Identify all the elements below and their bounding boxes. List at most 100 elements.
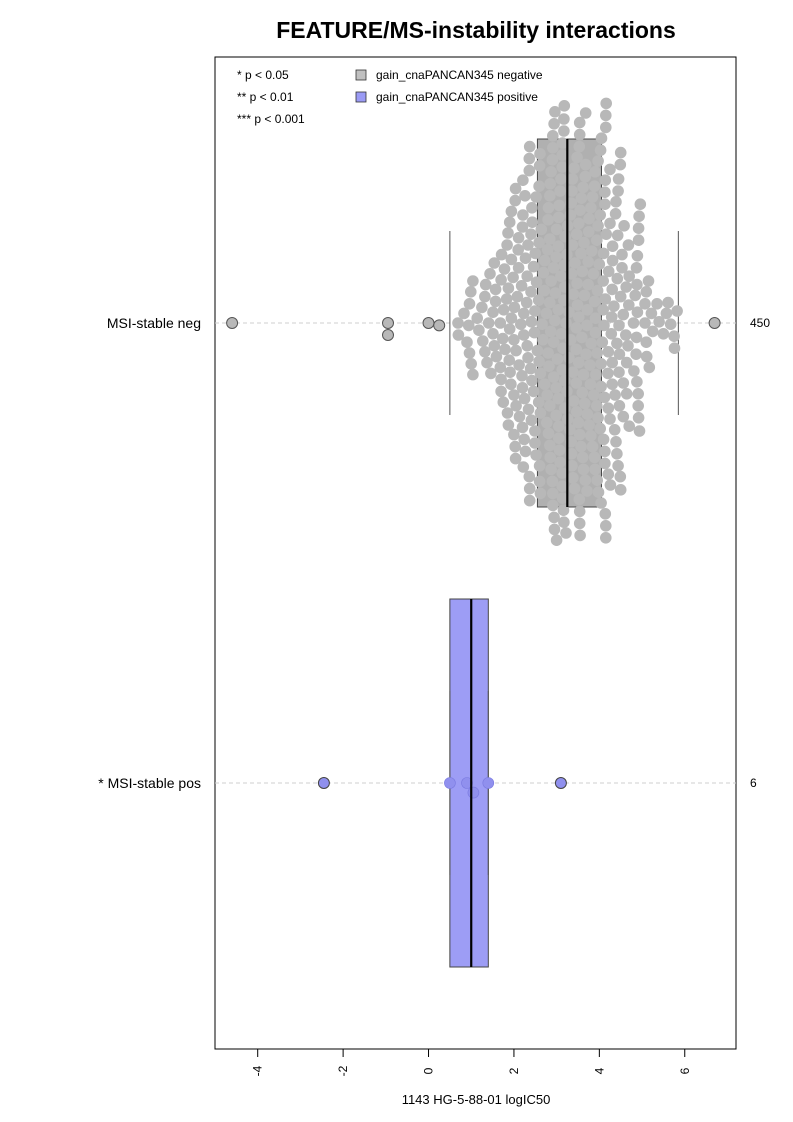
data-point	[553, 444, 566, 457]
data-point	[606, 356, 619, 369]
data-point	[548, 511, 560, 524]
data-point	[600, 97, 613, 110]
data-point	[588, 451, 601, 464]
data-point	[599, 507, 612, 520]
data-point	[608, 423, 621, 436]
data-point	[579, 107, 592, 119]
outlier-point	[708, 317, 721, 329]
data-point	[452, 317, 464, 329]
groups-layer: MSI-stable neg 450 * MSI-stable pos 6	[98, 97, 770, 968]
data-point	[664, 318, 677, 331]
data-point	[553, 199, 566, 212]
data-point	[594, 422, 607, 435]
outlier-point	[382, 329, 394, 341]
data-point	[523, 482, 536, 495]
data-point	[511, 290, 524, 303]
data-point	[512, 232, 525, 244]
group-count-label: 450	[750, 316, 770, 330]
data-point	[630, 331, 643, 344]
data-point	[627, 317, 640, 329]
plot-frame	[214, 56, 737, 1050]
data-point	[495, 273, 507, 286]
data-point	[598, 319, 610, 332]
data-point	[584, 429, 597, 442]
data-point	[502, 282, 515, 295]
data-point	[495, 248, 508, 261]
data-point	[592, 220, 604, 232]
data-point	[657, 327, 670, 340]
data-point	[529, 247, 542, 260]
data-point	[630, 348, 642, 361]
data-point	[567, 395, 580, 407]
data-point	[517, 461, 530, 473]
data-point	[463, 297, 476, 310]
data-point	[552, 240, 565, 252]
data-point	[618, 220, 630, 232]
data-point	[577, 368, 590, 381]
data-point	[542, 214, 554, 226]
data-point	[482, 777, 495, 789]
data-point	[521, 270, 534, 283]
data-point	[585, 245, 598, 257]
data-point	[525, 414, 538, 427]
data-point	[462, 319, 475, 332]
data-point	[585, 337, 598, 350]
data-point	[531, 344, 544, 357]
data-point	[620, 356, 633, 369]
data-point	[501, 239, 513, 251]
data-point	[594, 209, 607, 221]
group-label: MSI-stable neg	[107, 315, 201, 331]
data-point	[596, 336, 609, 349]
data-point	[536, 318, 548, 331]
data-point	[558, 125, 570, 137]
points	[226, 97, 721, 547]
data-point	[542, 347, 554, 359]
data-point	[545, 166, 557, 178]
data-point	[479, 278, 492, 291]
data-point	[632, 411, 645, 424]
data-point	[599, 445, 611, 458]
data-point	[583, 419, 595, 431]
x-tick-label: 0	[422, 1067, 436, 1074]
legend-swatch-positive	[355, 91, 367, 103]
data-point	[487, 327, 499, 340]
data-point	[576, 386, 589, 399]
data-point	[609, 389, 621, 401]
data-point	[584, 378, 597, 391]
data-point	[571, 151, 583, 164]
data-point	[543, 399, 556, 412]
data-point	[620, 387, 633, 400]
x-tick-label: 6	[678, 1067, 692, 1074]
data-point	[620, 281, 633, 293]
data-point	[589, 326, 602, 339]
data-point	[567, 366, 579, 379]
data-point	[668, 330, 680, 343]
group-msi-stable-neg: MSI-stable neg 450	[107, 97, 770, 547]
data-point	[558, 100, 571, 112]
data-point	[467, 368, 479, 381]
data-point	[590, 368, 602, 381]
data-point	[551, 353, 564, 365]
data-point	[522, 351, 534, 364]
data-point	[552, 392, 565, 405]
data-point	[594, 144, 607, 156]
data-point	[599, 198, 611, 210]
data-point	[529, 437, 541, 449]
data-point	[490, 350, 503, 363]
data-point	[517, 209, 529, 221]
data-point	[527, 260, 540, 273]
data-point	[582, 278, 595, 291]
data-point	[602, 468, 615, 481]
data-point	[552, 432, 565, 445]
group-count-label: 6	[750, 776, 757, 790]
data-point	[509, 182, 522, 195]
data-point	[543, 296, 556, 309]
data-point	[509, 440, 522, 453]
data-point	[584, 202, 597, 214]
data-point	[482, 317, 495, 329]
x-tick-label: -4	[251, 1065, 265, 1076]
data-point	[646, 325, 659, 338]
data-point	[590, 399, 603, 412]
data-point	[573, 116, 586, 129]
